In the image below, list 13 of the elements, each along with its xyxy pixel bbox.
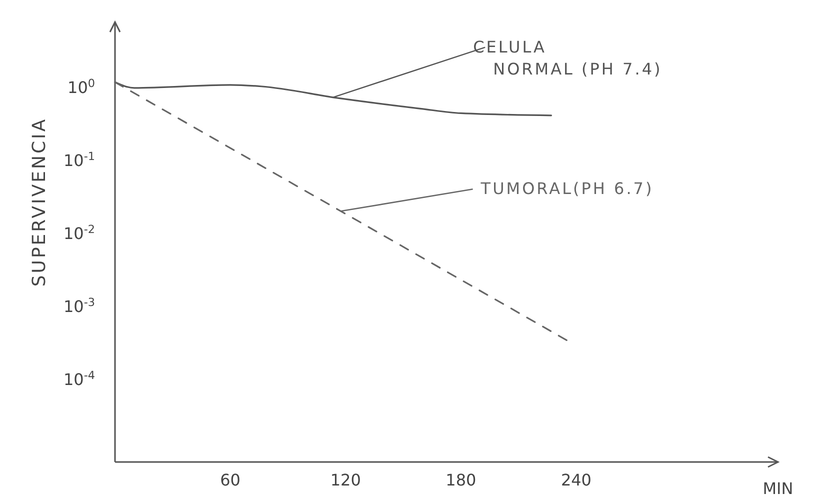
y-tick-label: 10$^{-1}$ — [63, 150, 95, 170]
x-tick-label: 240 — [560, 470, 592, 490]
y-tick-label: 10$^{-2}$ — [63, 222, 95, 244]
y-axis-title: SUPERVIVENCIA — [29, 117, 50, 287]
y-tick-label: 10$^{-3}$ — [63, 296, 95, 316]
y-tick-label: 10$^{0}$ — [68, 76, 95, 98]
text: TUMORAL(PH 6.7) — [480, 179, 654, 198]
x-axis-title: MIN — [762, 479, 794, 498]
y-tick-label: 10$^{-4}$ — [63, 368, 95, 390]
x-tick-label: 60 — [220, 470, 240, 490]
x-tick-label: 180 — [446, 470, 476, 490]
text: CELULA NORMAL (PH 7.4) — [473, 37, 662, 78]
x-tick-label: 120 — [330, 470, 361, 490]
